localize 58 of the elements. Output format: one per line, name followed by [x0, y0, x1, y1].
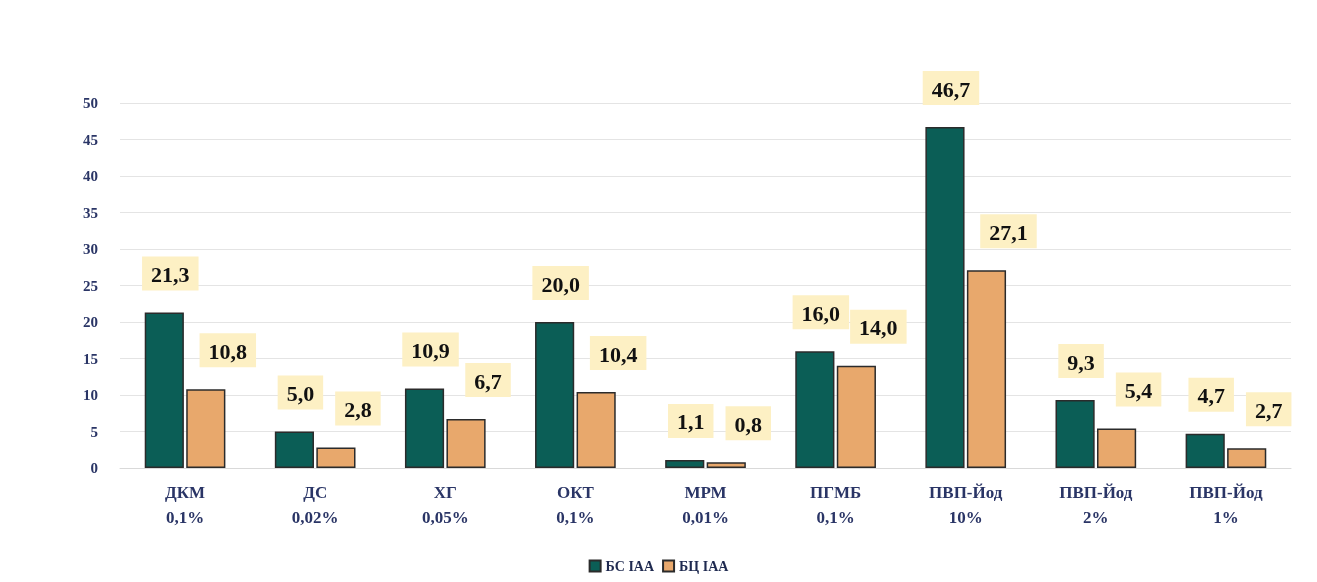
- data-label: 6,7: [474, 368, 502, 394]
- x-tick-label: ДС 0,02%: [291, 483, 339, 527]
- data-label: 16,0: [801, 300, 841, 326]
- bar: [446, 419, 486, 468]
- y-tick-label: 40: [83, 168, 98, 184]
- bar: [186, 389, 226, 468]
- data-label: 27,1: [989, 219, 1028, 245]
- y-tick-label: 0: [90, 460, 98, 476]
- x-tick-label: ХГ 0,05%: [421, 483, 469, 527]
- y-tick-label: 10: [83, 387, 98, 403]
- data-label: 2,8: [344, 397, 372, 423]
- y-tick-label: 15: [83, 350, 98, 367]
- legend-label: БС IAA: [605, 558, 655, 574]
- bar: [1055, 400, 1095, 468]
- x-tick-label: ОКТ 0,1%: [556, 483, 595, 527]
- y-tick-label: 30: [83, 241, 98, 257]
- data-label: 5,4: [1124, 378, 1153, 404]
- x-tick-label: ПВП-Йод 1%: [1189, 483, 1263, 527]
- data-label: 10,4: [598, 341, 638, 367]
- bar: [925, 127, 965, 468]
- y-tick-label: 5: [90, 423, 98, 440]
- bar: [1097, 428, 1137, 468]
- data-label: 0,8: [734, 411, 762, 437]
- bar: [665, 459, 705, 468]
- bar: [836, 365, 876, 468]
- x-tick-label: МРМ 0,01%: [682, 483, 729, 527]
- x-tick-label: ПВП-Йод 2%: [1059, 483, 1133, 527]
- data-label: 2,7: [1254, 397, 1283, 423]
- data-label: 1,1: [677, 409, 705, 435]
- bar: [1185, 433, 1225, 468]
- data-label: 46,7: [931, 76, 971, 102]
- data-label: 10,8: [208, 338, 248, 364]
- bar: [535, 322, 575, 468]
- bar: [316, 447, 356, 468]
- x-tick-label: ПВП-Йод 10%: [929, 483, 1003, 527]
- data-label: 20,0: [541, 271, 580, 297]
- bar: [144, 312, 184, 468]
- legend-label: БЦ IAA: [679, 558, 730, 574]
- bar: [795, 351, 835, 468]
- x-tick-label: ПГМБ 0,1%: [810, 483, 862, 527]
- data-label: 9,3: [1067, 349, 1095, 375]
- y-tick-label: 20: [83, 314, 98, 330]
- x-tick-label: ДКМ 0,1%: [165, 483, 206, 527]
- data-label: 10,9: [411, 337, 450, 363]
- bar: [404, 388, 445, 468]
- data-label: 4,7: [1197, 383, 1225, 409]
- bar: [1227, 448, 1267, 468]
- bar: [274, 431, 314, 468]
- data-label: 21,3: [151, 262, 190, 288]
- y-tick-label: 50: [83, 95, 98, 111]
- y-tick-label: 35: [83, 204, 98, 221]
- data-label: 14,0: [859, 315, 898, 341]
- bar: [966, 270, 1007, 468]
- bar: [576, 392, 616, 468]
- data-label: 5,0: [286, 381, 315, 406]
- y-tick-label: 25: [83, 277, 98, 294]
- y-tick-label: 45: [83, 131, 98, 148]
- bar: [706, 462, 746, 468]
